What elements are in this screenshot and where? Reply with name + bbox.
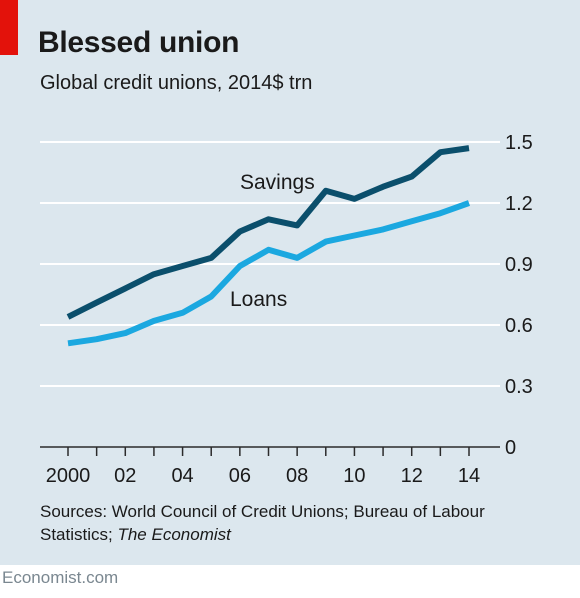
series-label-loans: Loans bbox=[230, 288, 287, 311]
x-tick-label: 06 bbox=[229, 465, 251, 487]
footer-credit: Economist.com bbox=[2, 568, 119, 587]
y-tick-label: 0 bbox=[505, 437, 516, 459]
series-line-savings bbox=[66, 145, 470, 320]
y-tick-label: 0.6 bbox=[505, 315, 533, 337]
x-tick-label: 12 bbox=[401, 465, 423, 487]
x-tick-label: 14 bbox=[458, 465, 480, 487]
x-tick-label: 08 bbox=[286, 465, 308, 487]
sources-text: Sources: World Council of Credit Unions;… bbox=[40, 502, 485, 544]
chart-title: Blessed union bbox=[38, 26, 240, 59]
x-axis: 2000 02 04 06 08 10 12 14 bbox=[40, 446, 500, 487]
x-tick-label: 10 bbox=[343, 465, 365, 487]
y-tick-label: 1.5 bbox=[505, 132, 533, 154]
y-tick-label: 0.9 bbox=[505, 254, 533, 276]
x-tick-label: 02 bbox=[114, 465, 136, 487]
chart-subtitle: Global credit unions, 2014$ trn bbox=[40, 72, 313, 94]
series-lines: Savings Loans bbox=[66, 145, 471, 347]
series-label-savings: Savings bbox=[240, 171, 315, 194]
y-axis-tick-labels: 0 0.3 0.6 0.9 1.2 1.5 bbox=[505, 132, 533, 459]
x-tick-label: 2000 bbox=[46, 465, 91, 487]
series-line-loans bbox=[67, 200, 471, 347]
sources-italic: The Economist bbox=[117, 525, 231, 544]
chart-panel bbox=[0, 0, 580, 565]
gridlines bbox=[40, 141, 500, 387]
y-tick-label: 1.2 bbox=[505, 193, 533, 215]
y-tick-label: 0.3 bbox=[505, 376, 533, 398]
x-tick-label: 04 bbox=[171, 465, 193, 487]
line-chart: 0 0.3 0.6 0.9 1.2 1.5 2000 02 04 06 08 10 12 14 Savi… bbox=[40, 132, 533, 487]
sources-note: Sources: World Council of Credit Unions;… bbox=[40, 500, 560, 546]
red-tag-marker bbox=[0, 0, 18, 55]
